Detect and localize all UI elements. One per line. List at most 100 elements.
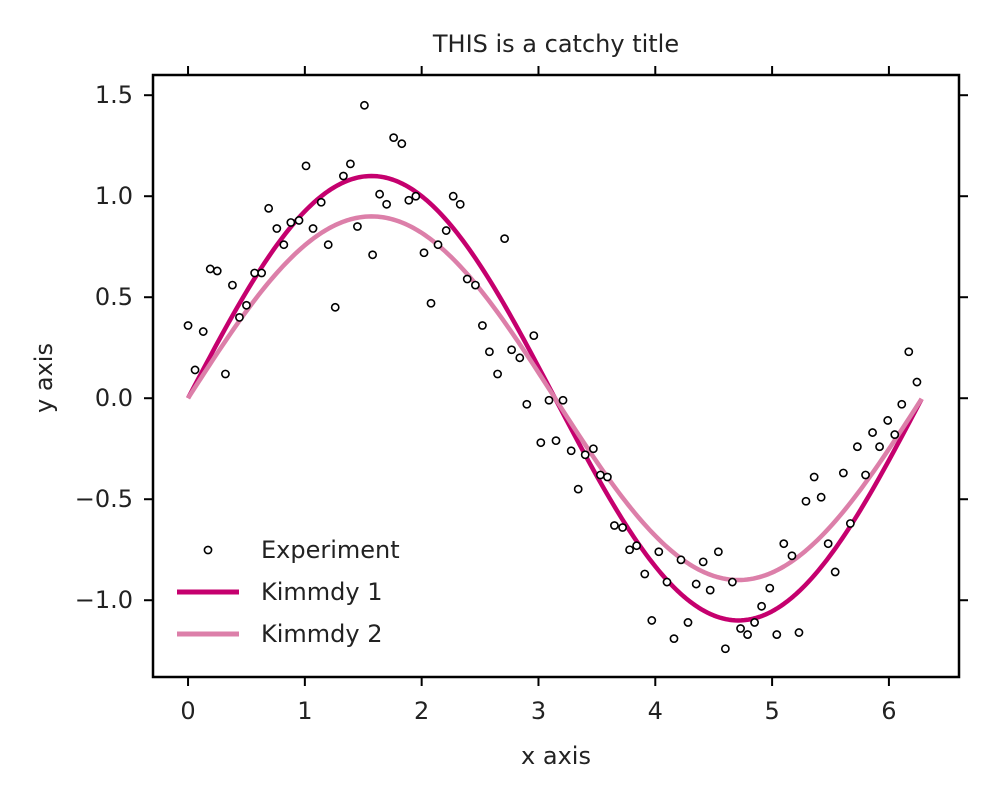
series-line-kimmdy-2	[186, 214, 924, 583]
data-point-1	[190, 365, 200, 375]
y-tick-label-1: −0.5	[75, 485, 133, 513]
legend-marker-experiment	[203, 545, 213, 555]
data-point-61	[632, 541, 641, 551]
data-point-14	[286, 218, 296, 227]
data-point-93	[868, 428, 877, 437]
data-point-36	[448, 191, 458, 201]
data-point-80	[772, 630, 782, 639]
data-point-87	[823, 539, 833, 549]
axis-ticks	[144, 66, 968, 686]
data-point-99	[912, 377, 922, 387]
data-point-88	[830, 567, 840, 577]
data-point-60	[625, 545, 634, 555]
data-point-18	[316, 197, 326, 207]
data-point-71	[705, 585, 715, 595]
data-point-33	[426, 298, 436, 308]
data-point-97	[897, 399, 907, 409]
data-point-22	[346, 159, 355, 169]
data-point-35	[441, 226, 451, 235]
data-point-89	[838, 468, 848, 478]
data-point-45	[515, 353, 525, 363]
data-point-6	[228, 280, 237, 290]
data-point-66	[669, 634, 679, 644]
data-point-77	[750, 618, 759, 627]
data-point-64	[654, 547, 664, 557]
data-point-56	[595, 470, 605, 480]
plot-background	[153, 75, 959, 677]
data-point-84	[801, 496, 811, 506]
data-point-0	[183, 321, 193, 330]
data-point-13	[279, 240, 289, 250]
data-point-38	[462, 274, 472, 284]
data-point-72	[713, 547, 723, 557]
data-point-31	[411, 191, 421, 201]
data-point-82	[787, 551, 797, 561]
data-point-48	[536, 438, 546, 448]
x-tick-label-4: 4	[648, 697, 663, 725]
x-tick-label-6: 6	[881, 697, 896, 725]
data-point-98	[904, 347, 914, 357]
data-point-40	[478, 321, 487, 330]
data-point-69	[691, 579, 701, 589]
y-tick-label-2: 0.0	[95, 384, 133, 412]
data-point-96	[890, 430, 900, 439]
data-point-24	[360, 100, 369, 110]
data-point-17	[308, 224, 318, 233]
data-point-54	[580, 450, 590, 460]
data-point-92	[861, 470, 870, 480]
x-axis-label: x axis	[521, 742, 591, 770]
x-tick-label-5: 5	[764, 697, 779, 725]
data-point-55	[588, 444, 598, 454]
data-point-94	[875, 442, 884, 452]
data-point-68	[683, 618, 693, 627]
data-point-16	[301, 161, 311, 171]
y-tick-label-5: 1.5	[95, 81, 133, 109]
data-point-62	[640, 569, 650, 579]
data-point-20	[330, 302, 340, 312]
data-point-81	[779, 539, 789, 549]
data-point-11	[264, 203, 274, 213]
data-point-67	[676, 555, 686, 565]
data-point-15	[294, 216, 304, 225]
data-point-70	[698, 557, 708, 567]
data-point-8	[242, 300, 251, 310]
data-point-85	[809, 472, 819, 482]
data-point-2	[198, 327, 208, 336]
data-point-19	[323, 240, 333, 250]
plot-frame	[151, 73, 961, 679]
data-point-65	[662, 577, 672, 587]
data-point-41	[485, 347, 494, 357]
data-point-47	[529, 331, 539, 340]
legend: Experiment Kimmdy 1 Kimmdy 2	[177, 536, 400, 648]
data-point-58	[610, 521, 619, 530]
data-point-76	[743, 630, 752, 639]
data-point-29	[397, 139, 407, 149]
data-point-21	[339, 171, 348, 181]
data-point-52	[566, 446, 576, 456]
data-point-78	[757, 601, 766, 611]
data-point-9	[250, 268, 260, 278]
y-tick-label-0: −1.0	[75, 586, 133, 614]
data-point-26	[375, 189, 385, 199]
data-point-34	[433, 240, 443, 250]
data-point-90	[845, 519, 855, 528]
data-point-42	[493, 369, 502, 379]
data-point-23	[353, 222, 362, 231]
data-point-79	[765, 583, 775, 593]
x-tick-label-3: 3	[531, 697, 546, 725]
legend-label-experiment: Experiment	[261, 536, 400, 564]
data-point-4	[212, 266, 222, 276]
data-point-95	[883, 416, 893, 425]
series-layer	[183, 100, 924, 654]
data-point-39	[470, 280, 480, 290]
data-point-75	[736, 624, 745, 633]
legend-label-kimmdy-2: Kimmdy 2	[261, 620, 383, 648]
data-point-43	[500, 234, 510, 244]
data-point-28	[389, 133, 399, 143]
data-point-30	[404, 195, 414, 205]
y-tick-label-3: 0.5	[95, 283, 133, 311]
data-point-74	[727, 577, 737, 587]
x-tick-label-2: 2	[414, 697, 429, 725]
data-point-59	[618, 523, 627, 532]
